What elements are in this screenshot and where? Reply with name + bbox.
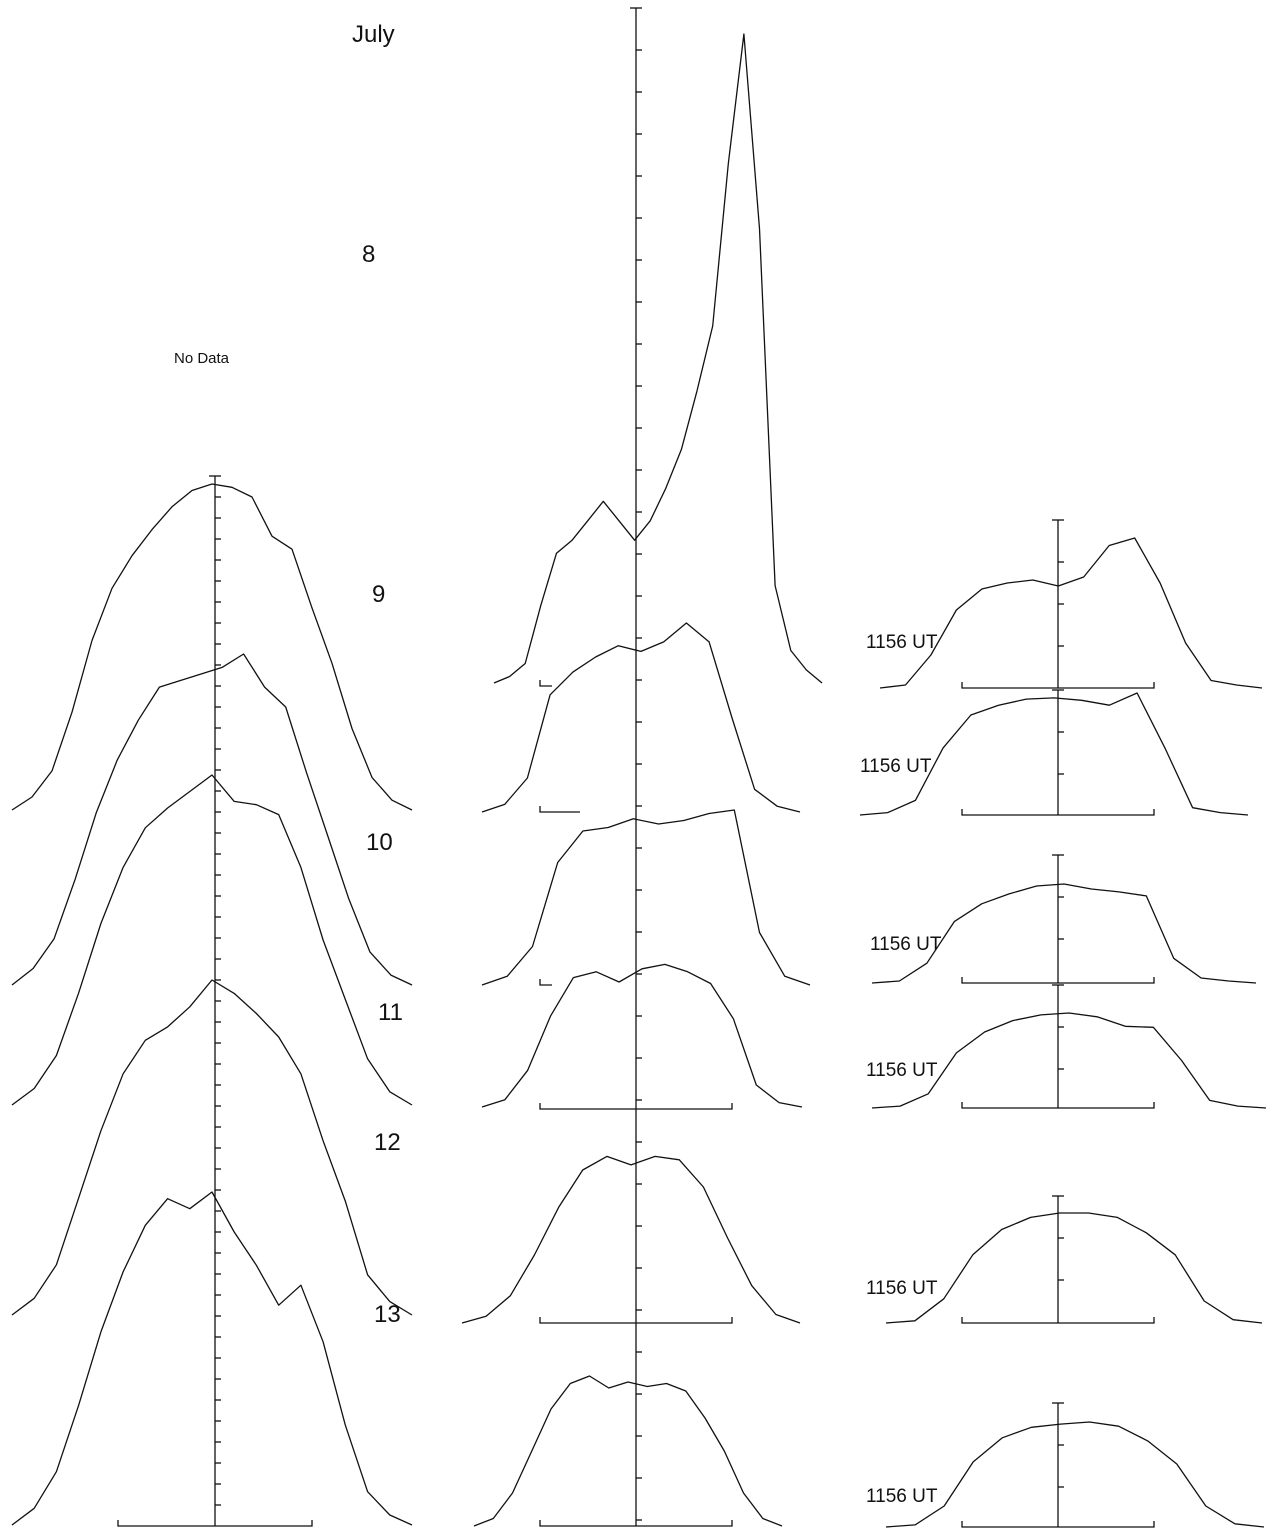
- row-label-11: 11: [378, 999, 403, 1026]
- time-label-5: 1156 UT: [866, 1278, 938, 1299]
- right-profile-4: [885, 1212, 1263, 1324]
- row-label-9: 9: [372, 581, 385, 608]
- center-profile-3: [481, 963, 803, 1108]
- right-scale-bracket-2: [961, 977, 1155, 984]
- right-scale-bracket-4: [961, 1317, 1155, 1324]
- right-scale-bracket-0: [961, 682, 1155, 689]
- right-profile-0: [879, 537, 1263, 689]
- time-label-1: 1156 UT: [866, 632, 938, 653]
- center-profile-4: [461, 1155, 801, 1324]
- row-label-10: 10: [366, 829, 393, 856]
- center-profile-2: [481, 809, 811, 986]
- right-profile-5: [885, 1421, 1265, 1528]
- right-profile-3: [871, 1012, 1267, 1109]
- right-profile-2: [871, 883, 1257, 984]
- left-profile-10: [11, 653, 413, 986]
- center-scale-bracket-2: [539, 979, 552, 986]
- time-label-3: 1156 UT: [870, 934, 942, 955]
- center-profile-1: [481, 622, 801, 813]
- row-label-july: July: [352, 21, 395, 48]
- right-scale-bracket-5: [961, 1521, 1155, 1528]
- left-scale-bracket-0: [117, 1520, 313, 1527]
- center-scale-bracket-0: [539, 680, 552, 687]
- row-label-8: 8: [362, 241, 375, 268]
- right-profile-1: [859, 692, 1249, 816]
- left-profile-12: [11, 979, 413, 1316]
- left-profile-9: [11, 483, 413, 811]
- time-label-6: 1156 UT: [866, 1486, 938, 1507]
- no-data-note: No Data: [174, 350, 230, 367]
- center-scale-bracket-3: [539, 1103, 733, 1110]
- right-scale-bracket-1: [961, 809, 1155, 816]
- left-profile-11: [11, 774, 413, 1106]
- center-scale-bracket-1: [539, 806, 580, 813]
- row-label-12: 12: [374, 1129, 401, 1156]
- center-profile-0: [493, 33, 823, 684]
- left-profile-13: [11, 1191, 413, 1526]
- center-scale-bracket-4: [539, 1317, 733, 1324]
- time-label-4: 1156 UT: [866, 1060, 938, 1081]
- center-scale-bracket-5: [539, 1520, 733, 1527]
- right-scale-bracket-3: [961, 1102, 1155, 1109]
- time-label-2: 1156 UT: [860, 756, 932, 777]
- center-profile-5: [473, 1375, 783, 1527]
